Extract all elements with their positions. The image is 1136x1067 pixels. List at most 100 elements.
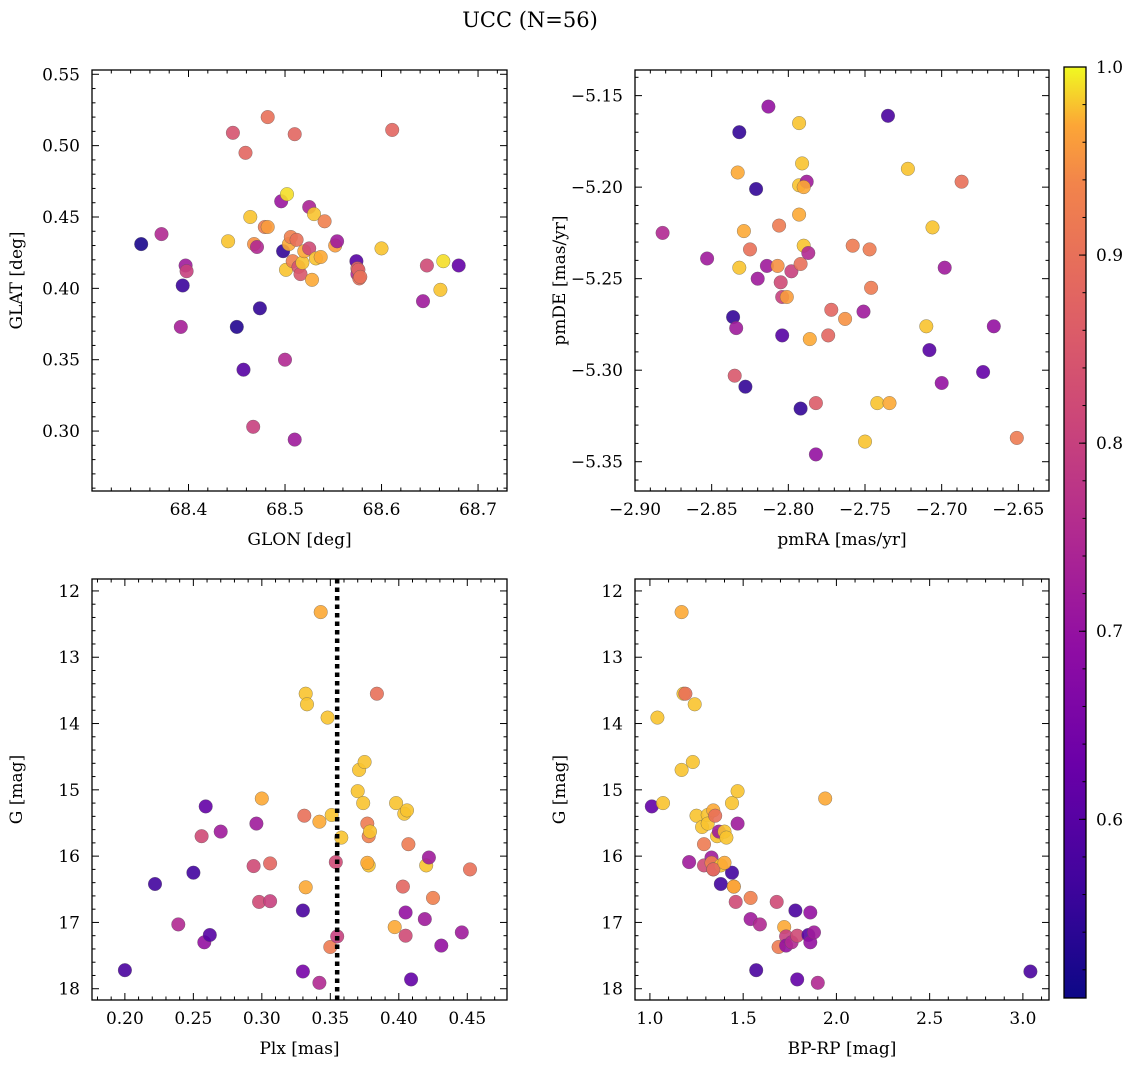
data-point: [727, 368, 742, 383]
data-point: [937, 260, 952, 275]
data-point: [1023, 964, 1038, 979]
data-point: [416, 294, 431, 309]
data-point: [732, 260, 747, 275]
points-group: [655, 99, 1024, 462]
data-point: [729, 321, 744, 336]
data-point: [307, 207, 322, 222]
data-point: [726, 879, 741, 894]
data-point: [900, 161, 915, 176]
data-point: [312, 814, 327, 829]
data-point: [685, 755, 700, 770]
colorbar-tick-label: 0.8: [1096, 434, 1123, 454]
data-point: [732, 125, 747, 140]
ticks: [635, 579, 1049, 1000]
data-point: [357, 755, 372, 770]
x-tick-label: 68.7: [459, 500, 497, 520]
data-point: [730, 784, 745, 799]
data-point: [398, 928, 413, 943]
data-point: [824, 302, 839, 317]
y-tick-label: 17: [58, 913, 80, 933]
data-point: [320, 710, 335, 725]
data-point: [870, 396, 885, 411]
data-point: [808, 396, 823, 411]
colorbar-tick-label: 0.9: [1096, 246, 1123, 266]
y-axis-label: G [mag]: [550, 755, 570, 824]
data-point: [656, 796, 671, 811]
data-point: [821, 328, 836, 343]
points-group: [117, 605, 478, 990]
data-point: [736, 224, 751, 239]
data-point: [730, 816, 745, 831]
data-point: [772, 218, 787, 233]
data-point: [773, 275, 788, 290]
x-tick-label: 1.5: [730, 1009, 757, 1029]
y-tick-label: 0.35: [42, 351, 80, 371]
data-point: [882, 396, 897, 411]
y-tick-label: 15: [58, 781, 80, 801]
figure-title: UCC (N=56): [462, 8, 598, 32]
data-point: [260, 110, 275, 125]
data-point: [687, 697, 702, 712]
data-point: [298, 880, 313, 895]
data-point: [249, 816, 264, 831]
y-tick-label: 0.50: [42, 137, 80, 157]
data-point: [792, 207, 807, 222]
data-point: [713, 877, 728, 892]
data-point: [697, 837, 712, 852]
data-point: [796, 180, 811, 195]
data-point: [790, 972, 805, 987]
data-point: [385, 122, 400, 137]
data-point: [254, 791, 269, 806]
data-point: [810, 975, 825, 990]
data-point: [175, 278, 190, 293]
data-point: [280, 187, 295, 202]
x-tick-label: 0.20: [106, 1009, 144, 1029]
y-tick-label: 13: [601, 648, 623, 668]
data-point: [881, 108, 896, 123]
data-point: [752, 917, 767, 932]
x-tick-label: 0.25: [174, 1009, 212, 1029]
data-point: [678, 686, 693, 701]
data-point: [706, 862, 721, 877]
data-point: [802, 332, 817, 347]
y-tick-label: 0.40: [42, 279, 80, 299]
y-tick-label: −5.30: [571, 361, 623, 381]
data-point: [976, 365, 991, 380]
data-point: [387, 920, 402, 935]
y-tick-label: 14: [601, 715, 623, 735]
data-point: [708, 808, 723, 823]
data-point: [313, 249, 328, 264]
data-point: [317, 214, 332, 229]
data-point: [743, 890, 758, 905]
data-point: [186, 865, 201, 880]
data-point: [433, 282, 448, 297]
data-point: [300, 697, 315, 712]
ticks: [92, 70, 507, 491]
data-point: [803, 905, 818, 920]
data-point: [263, 856, 278, 871]
colorbar-tick-label: 0.7: [1096, 622, 1123, 642]
data-point: [363, 824, 378, 839]
colorbar-tick-label: 1.0: [1096, 58, 1123, 78]
data-point: [263, 894, 278, 909]
data-point: [792, 116, 807, 131]
data-point: [179, 264, 194, 279]
data-point: [243, 209, 258, 224]
data-point: [302, 241, 317, 256]
y-tick-label: 18: [601, 980, 623, 1000]
data-point: [682, 855, 697, 870]
data-point: [919, 319, 934, 334]
data-point: [356, 796, 371, 811]
data-point: [252, 301, 267, 316]
data-point: [700, 251, 715, 266]
data-point: [808, 447, 823, 462]
data-point: [312, 975, 327, 990]
y-axis-label: G [mag]: [7, 755, 27, 824]
data-point: [374, 241, 389, 256]
data-point: [807, 925, 822, 940]
x-tick-label: −2.70: [916, 500, 968, 520]
data-point: [749, 181, 764, 196]
data-point: [769, 894, 784, 909]
data-point: [463, 862, 478, 877]
x-axis-label: Plx [mas]: [259, 1039, 339, 1059]
